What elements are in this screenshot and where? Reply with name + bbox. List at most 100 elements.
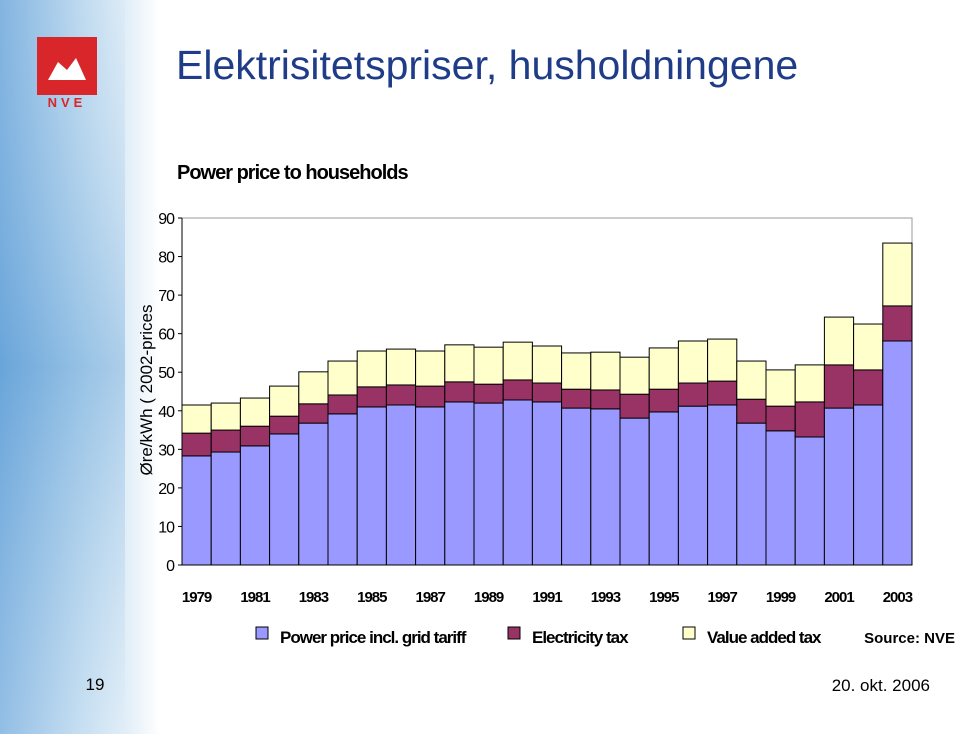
bar-segment [794, 401, 825, 438]
bar-segment [561, 407, 592, 566]
legend-label: Value added tax [707, 628, 822, 647]
legend-swatch [682, 626, 696, 640]
slide-title: Elektrisitetspriser, husholdningene [176, 42, 798, 88]
bar-segment [648, 347, 679, 390]
bar-segment [210, 402, 241, 431]
bar-segment [882, 340, 913, 566]
bar-segment [561, 388, 592, 409]
y-tick-label: 80 [158, 250, 175, 267]
x-tick-label: 1987 [416, 589, 446, 606]
bar-segment [619, 393, 650, 419]
bar-segment [502, 399, 533, 566]
bar-segment [765, 405, 796, 432]
bar-segment [181, 432, 212, 457]
y-tick-label: 50 [158, 365, 175, 382]
bar-segment [181, 455, 212, 566]
bar-segment [473, 402, 504, 566]
y-tick-label: 20 [158, 481, 175, 498]
y-tick-label: 40 [158, 404, 175, 421]
bar-segment [298, 422, 329, 566]
logo-emblem [48, 58, 86, 80]
y-tick-label: 90 [158, 211, 175, 228]
bar-segment [269, 433, 300, 566]
bar-segment [210, 451, 241, 566]
page-number: 19 [86, 675, 105, 694]
legend-swatch [255, 626, 269, 640]
x-tick-label: 2003 [883, 589, 913, 606]
bar-segment [385, 348, 417, 386]
background-strip [0, 0, 125, 734]
bar-segment [444, 344, 475, 383]
x-tick-label: 1989 [474, 589, 504, 606]
x-tick-label: 1993 [591, 589, 621, 606]
legend-swatch [507, 626, 521, 640]
x-tick-label: 1979 [182, 589, 212, 606]
bar-segment [707, 338, 738, 382]
y-tick-label: 10 [158, 519, 175, 536]
bar-segment [707, 380, 738, 406]
y-tick-label: 0 [166, 558, 175, 575]
bar-segment [823, 316, 855, 366]
bar-segment [415, 385, 446, 408]
bar-segment [707, 404, 738, 566]
x-tick-label: 1995 [649, 589, 679, 606]
bar-segment [356, 350, 387, 388]
bar-segment [736, 360, 767, 400]
bar-segment [823, 407, 855, 566]
bar-segment [853, 369, 884, 406]
bar-segment [473, 383, 504, 404]
bar-segment [502, 341, 533, 381]
bar-segment [239, 445, 271, 566]
bar-segment [269, 415, 300, 435]
bar-segment [385, 384, 417, 406]
y-tick-label: 70 [158, 288, 175, 305]
bar-segment [590, 351, 621, 391]
bar-segment [882, 242, 913, 307]
date: 20. okt. 2006 [832, 676, 930, 695]
bar-segment [298, 403, 329, 424]
bar-segment [736, 398, 767, 424]
bar-segment [677, 340, 709, 384]
bar-segment [531, 401, 563, 566]
bar-segment [239, 397, 271, 427]
x-tick-label: 1991 [532, 589, 562, 606]
bar-segment [298, 371, 329, 405]
bar-segment [590, 389, 621, 410]
bar-segment [648, 388, 679, 413]
bar-segment [677, 405, 709, 566]
bar-segment [444, 401, 475, 566]
bar-segment [385, 404, 417, 566]
logo [37, 37, 97, 95]
bar-segment [765, 369, 796, 407]
chart-title: Power price to households [177, 162, 408, 184]
bar-segment [590, 408, 621, 566]
bar-segment [736, 422, 767, 566]
x-tick-label: 1997 [708, 589, 738, 606]
x-tick-label: 1999 [766, 589, 796, 606]
bar-segment [327, 360, 358, 396]
bar-segment [327, 394, 358, 415]
bar-segment [415, 350, 446, 387]
bar-segment [823, 364, 855, 409]
bar-segment [794, 364, 825, 403]
y-tick-label: 60 [158, 327, 175, 344]
y-axis-label: Øre/kWh ( 2002-prices [137, 305, 156, 476]
bar-segment [561, 352, 592, 390]
legend-label: Power price incl. grid tariff [280, 628, 467, 647]
x-tick-label: 1985 [357, 589, 387, 606]
source: Source: NVE [864, 630, 955, 647]
bar-segment [677, 382, 709, 407]
bar-segment [181, 404, 212, 434]
x-tick-label: 2001 [824, 589, 854, 606]
x-tick-label: 1981 [240, 589, 270, 606]
bar-segment [619, 417, 650, 566]
bar-segment [239, 425, 271, 447]
bar-segment [853, 323, 884, 371]
legend-label: Electricity tax [532, 628, 629, 647]
logo-text: NVE [48, 95, 87, 110]
bar-segment [619, 356, 650, 395]
bar-segment [269, 385, 300, 417]
y-tick-label: 30 [158, 442, 175, 459]
